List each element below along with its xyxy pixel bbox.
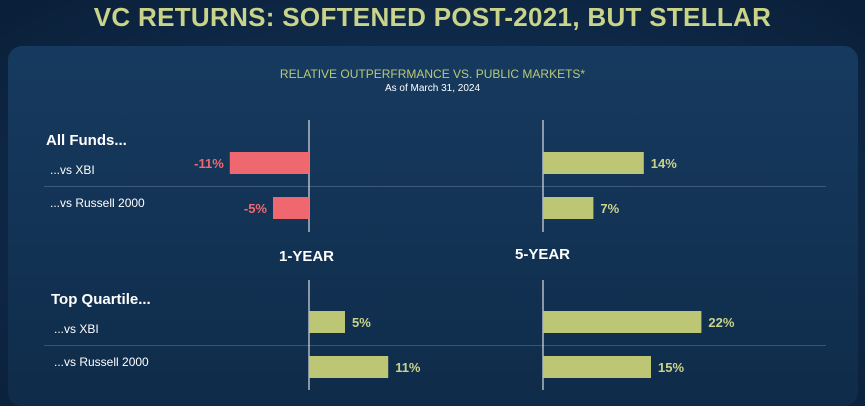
data-label: 5% — [352, 315, 371, 330]
data-label: 14% — [651, 156, 677, 171]
bar — [273, 197, 309, 219]
data-label: -11% — [194, 156, 224, 171]
bar — [229, 152, 309, 174]
as-of-date: As of March 31, 2024 — [384, 83, 481, 94]
bar — [309, 356, 389, 378]
bar — [543, 356, 651, 378]
period-label-1-year: 1-YEAR — [279, 248, 335, 265]
chart-subtitle: RELATIVE OUTPERFRMANCE VS. PUBLIC MARKET… — [279, 67, 586, 81]
row-label-all-russell: ...vs Russell 2000 — [50, 196, 145, 210]
chart-panel — [8, 46, 858, 406]
bar — [543, 152, 644, 174]
data-label: 22% — [708, 315, 734, 330]
group-heading-top-quartile: Top Quartile... — [51, 291, 151, 308]
bar — [543, 311, 702, 333]
row-divider — [44, 345, 826, 346]
data-label: 15% — [658, 360, 684, 375]
row-divider — [44, 186, 826, 187]
period-label-5-year: 5-YEAR — [515, 246, 571, 263]
data-label: 7% — [600, 201, 619, 216]
bar — [309, 311, 345, 333]
bar — [543, 197, 594, 219]
data-label: 11% — [395, 360, 421, 375]
group-heading-all-funds: All Funds... — [46, 132, 127, 149]
row-label-top-russell: ...vs Russell 2000 — [54, 355, 149, 369]
row-label-top-xbi: ...vs XBI — [54, 322, 99, 336]
row-label-all-xbi: ...vs XBI — [50, 163, 95, 177]
data-label: -5% — [244, 201, 268, 216]
page-title: VC RETURNS: SOFTENED POST-2021, BUT STEL… — [93, 2, 772, 32]
